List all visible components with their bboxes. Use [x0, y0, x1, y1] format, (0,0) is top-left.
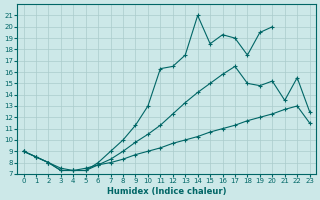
X-axis label: Humidex (Indice chaleur): Humidex (Indice chaleur) — [107, 187, 226, 196]
